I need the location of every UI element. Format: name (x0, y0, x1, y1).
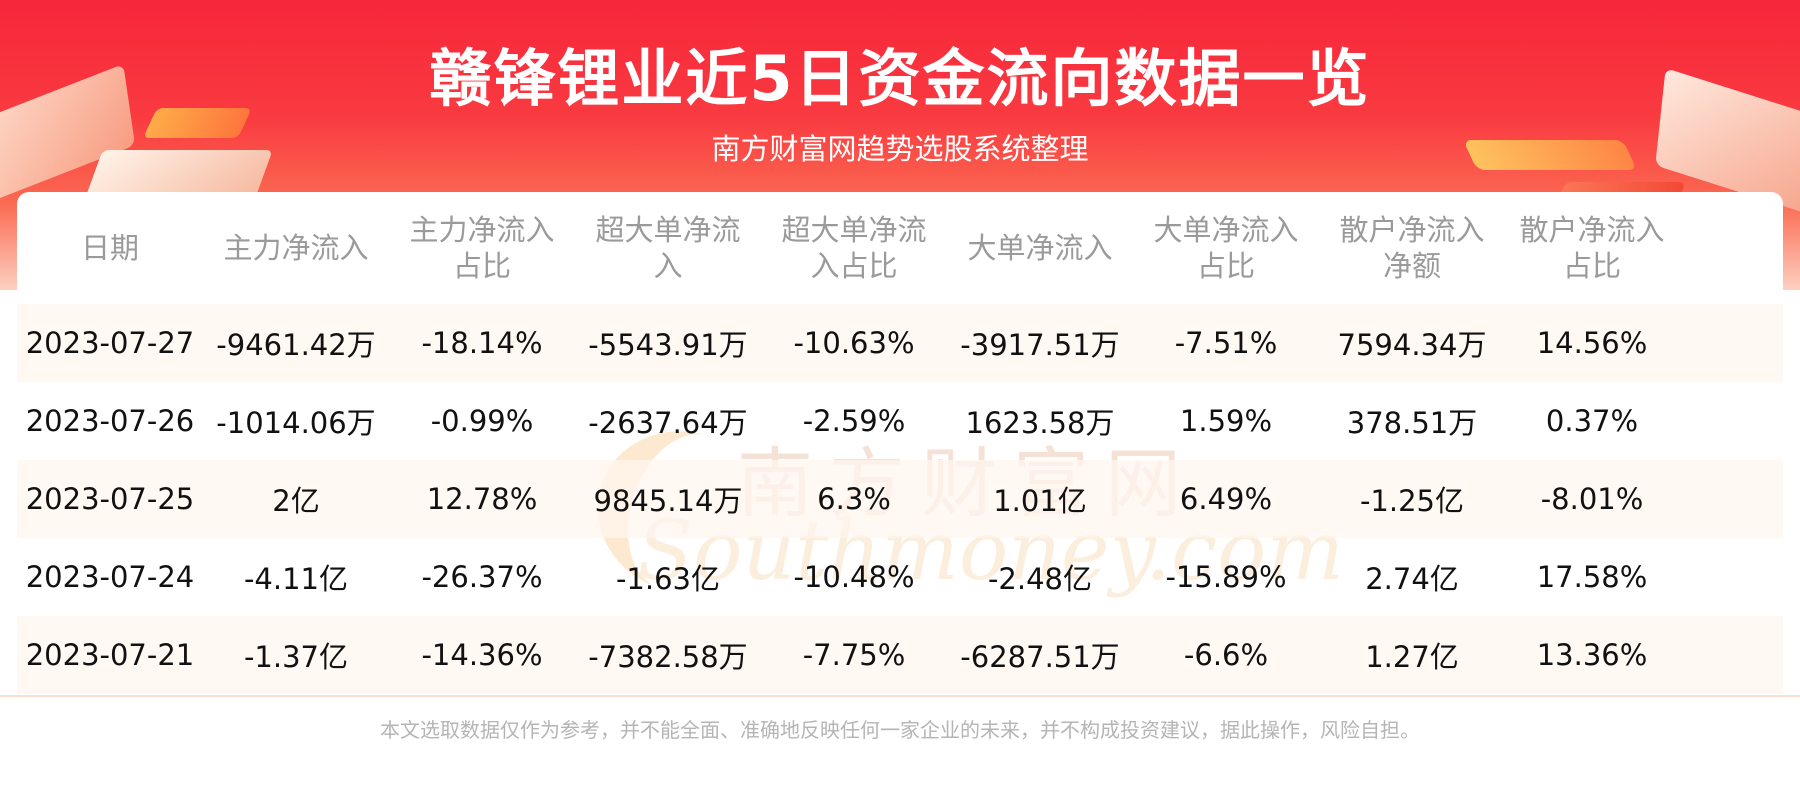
cell-date: 2023-07-21 (17, 616, 203, 694)
cell-retail-inflow: 7594.34万 (1319, 304, 1505, 382)
cell-retail-ratio: 17.58% (1505, 538, 1783, 616)
column-header-super-inflow: 超大单净流入 (575, 192, 761, 304)
cell-super-inflow: -1.63亿 (615, 562, 721, 596)
cell-retail-ratio-value: 17.58% (1536, 560, 1648, 594)
cell-retail-inflow: -1.25亿 (1319, 460, 1505, 538)
cell-retail-inflow: 2.74亿 (1365, 562, 1459, 596)
cell-main-inflow: -1014.06万 (216, 406, 376, 440)
cell-large-inflow: 1623.58万 (965, 406, 1115, 440)
cell-date: 2023-07-26 (25, 404, 195, 438)
cell-large-ratio: 6.49% (1133, 460, 1319, 538)
cell-date: 2023-07-27 (17, 304, 203, 382)
cell-retail-ratio-value: 14.56% (1536, 326, 1648, 360)
column-header-label: 散户净流入净额 (1339, 213, 1485, 283)
cell-main-inflow: -1.37亿 (203, 616, 389, 694)
table-row: 2023-07-27 -9461.42万 -18.14% -5543.91万 -… (17, 304, 1783, 382)
cell-large-inflow: -2.48亿 (987, 562, 1093, 596)
column-header-retail-inflow: 散户净流入净额 (1319, 192, 1505, 304)
column-header-label: 主力净流入 (223, 231, 369, 265)
cell-main-ratio: 12.78% (389, 460, 575, 538)
footer-divider (0, 695, 1800, 697)
cell-retail-ratio: -8.01% (1505, 460, 1783, 538)
column-header-label: 日期 (80, 231, 139, 265)
cell-super-ratio: 6.3% (761, 460, 947, 538)
cell-date: 2023-07-24 (25, 560, 195, 594)
cell-retail-ratio-value: 0.37% (1545, 404, 1639, 438)
column-header-retail-ratio: 散户净流入占比 (1505, 192, 1783, 304)
cell-super-inflow: -7382.58万 (575, 616, 761, 694)
table-header-row: 日期 主力净流入 主力净流入占比 超大单净流入 超大单净流入占比 大单净流入 大… (17, 192, 1783, 304)
cell-main-ratio: -14.36% (389, 616, 575, 694)
cell-date: 2023-07-25 (17, 460, 203, 538)
table-row: 2023-07-21 -1.37亿 -14.36% -7382.58万 -7.7… (17, 616, 1783, 694)
column-header-large-ratio: 大单净流入占比 (1133, 192, 1319, 304)
cell-large-ratio: -6.6% (1133, 616, 1319, 694)
table-row: 2023-07-26 -1014.06万 -0.99% -2637.64万 -2… (17, 382, 1783, 460)
cell-super-ratio: -10.63% (761, 304, 947, 382)
table-row: 2023-07-24 -4.11亿 -26.37% -1.63亿 -10.48%… (17, 538, 1783, 616)
column-header-label: 主力净流入占比 (409, 213, 555, 283)
cell-main-ratio: -18.14% (389, 304, 575, 382)
column-header-label: 散户净流入占比 (1519, 213, 1665, 283)
cell-main-inflow: -9461.42万 (203, 304, 389, 382)
cell-super-inflow: 9845.14万 (575, 460, 761, 538)
column-header-date: 日期 (17, 192, 203, 304)
page-title: 赣锋锂业近5日资金流向数据一览 (429, 42, 1371, 115)
cell-main-inflow: 2亿 (203, 460, 389, 538)
cell-large-ratio: -15.89% (1165, 560, 1287, 594)
cell-main-ratio: -0.99% (430, 404, 534, 438)
fund-flow-table: 日期 主力净流入 主力净流入占比 超大单净流入 超大单净流入占比 大单净流入 大… (17, 192, 1783, 694)
cell-retail-ratio: 14.56% (1505, 304, 1783, 382)
column-header-large-inflow: 大单净流入 (947, 192, 1133, 304)
column-header-label: 超大单净流入 (595, 213, 741, 283)
page-subtitle: 南方财富网趋势选股系统整理 (711, 132, 1089, 166)
disclaimer-text: 本文选取数据仅作为参考，并不能全面、准确地反映任何一家企业的未来，并不构成投资建… (380, 718, 1420, 742)
cell-retail-ratio: 13.36% (1505, 616, 1783, 694)
cell-main-inflow: -4.11亿 (243, 562, 349, 596)
column-header-main-ratio: 主力净流入占比 (389, 192, 575, 304)
cell-super-ratio: -7.75% (761, 616, 947, 694)
column-header-main-inflow: 主力净流入 (203, 192, 389, 304)
cell-retail-ratio-value: 13.36% (1536, 638, 1648, 672)
table-row: 2023-07-25 2亿 12.78% 9845.14万 6.3% 1.01亿… (17, 460, 1783, 538)
cell-super-inflow: -2637.64万 (588, 406, 748, 440)
cell-retail-ratio: 0.37% (1505, 382, 1783, 460)
cell-large-inflow: -6287.51万 (947, 616, 1133, 694)
cell-large-inflow: -3917.51万 (947, 304, 1133, 382)
cell-large-ratio: -7.51% (1133, 304, 1319, 382)
cell-super-inflow: -5543.91万 (575, 304, 761, 382)
cell-retail-inflow: 378.51万 (1346, 406, 1478, 440)
cell-large-inflow: 1.01亿 (947, 460, 1133, 538)
cell-super-ratio: -10.48% (793, 560, 915, 594)
column-header-label: 大单净流入占比 (1153, 213, 1299, 283)
column-header-super-ratio: 超大单净流入占比 (761, 192, 947, 304)
cell-retail-inflow: 1.27亿 (1319, 616, 1505, 694)
cell-main-ratio: -26.37% (421, 560, 543, 594)
cell-large-ratio: 1.59% (1179, 404, 1273, 438)
column-header-label: 大单净流入 (967, 231, 1113, 265)
data-card: 南方财富网 Southmoney.com 日期 主力净流入 主力净流入占比 超大… (17, 192, 1783, 695)
cell-super-ratio: -2.59% (802, 404, 906, 438)
cell-retail-ratio-value: -8.01% (1540, 482, 1644, 516)
column-header-label: 超大单净流入占比 (781, 213, 927, 283)
